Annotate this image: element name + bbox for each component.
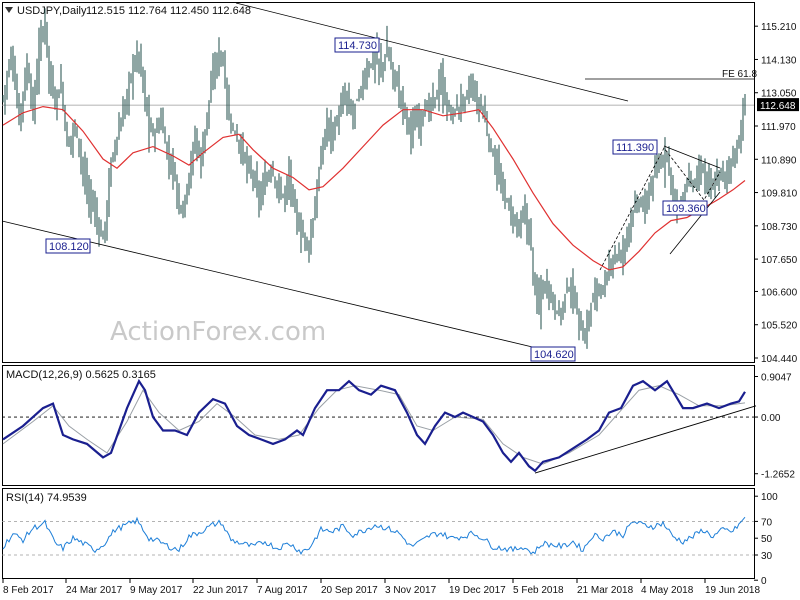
rsi-title: RSI(14) 74.9539: [6, 492, 87, 504]
price-tick-label: 106.600: [761, 287, 798, 298]
rsi-layer: [2, 516, 754, 556]
price-label-114-730-box: [334, 37, 380, 53]
price-label-104-620: 104.620: [534, 349, 574, 361]
macd-tick-label: -1.2652: [761, 470, 795, 481]
price-panel: [2, 2, 755, 363]
rsi-panel: [2, 488, 755, 579]
macd-title: MACD(12,26,9) 0.5625 0.3165: [6, 369, 156, 381]
price-tick-label: 109.810: [761, 189, 798, 200]
date-tick-label: 24 Mar 2017: [66, 585, 123, 596]
macd-tick-label: 0.00: [761, 413, 781, 424]
rsi-line: [2, 516, 746, 555]
date-tick-label: 8 Feb 2017: [3, 585, 54, 596]
triangle-upper-line: [663, 145, 721, 169]
rsi-tick-label: 0: [761, 576, 767, 587]
macd-line: [2, 378, 746, 473]
date-tick-label: 19 Dec 2017: [449, 585, 506, 596]
symbol-label: USDJPY,Daily: [17, 5, 87, 17]
price-tick-label: 114.130: [761, 55, 797, 66]
rsi-tick-label: 70: [761, 517, 773, 528]
macd-panel: [2, 365, 755, 486]
candles: [2, 8, 746, 349]
macd-layer: [2, 378, 757, 474]
fe-level-label: FE 61.8: [722, 69, 757, 80]
triangle-down-icon: [5, 7, 13, 13]
macd-axis: 0.9047 0.00 -1.2652: [754, 373, 795, 481]
date-tick-label: 19 Jun 2018: [705, 585, 760, 596]
ohlc-label: 112.515 112.764 112.450 112.648: [86, 5, 251, 17]
date-tick-label: 3 Nov 2017: [385, 585, 437, 596]
date-tick-label: 20 Sep 2017: [321, 585, 378, 596]
price-label-111-390-box: [612, 139, 658, 155]
wave-dashed-line: [599, 147, 721, 271]
price-tick-label: 104.440: [761, 354, 798, 365]
price-label-108-120-box: [45, 238, 91, 254]
price-tick-label: 111.970: [761, 122, 796, 133]
price-label-109-360-box: [662, 200, 708, 216]
channel-upper-line: [235, 2, 629, 102]
rsi-tick-label: 30: [761, 551, 773, 562]
date-tick-label: 21 Mar 2018: [577, 585, 634, 596]
price-tick-label: 105.520: [761, 321, 798, 332]
price-tick-label: 108.730: [761, 222, 798, 233]
triangle-lower-line: [669, 191, 721, 255]
rsi-tick-label: 100: [761, 492, 778, 503]
macd-trendline: [534, 405, 757, 474]
price-label-104-620-box: [530, 346, 576, 362]
date-tick-label: 22 Jun 2017: [193, 585, 248, 596]
last-price-label: 112.648: [760, 101, 796, 112]
last-price-box: [757, 98, 799, 112]
price-tick-label: 110.890: [761, 155, 797, 166]
price-axis: 115.210 114.130 113.050 111.970 110.890 109.8…: [754, 22, 799, 365]
watermark: ActionForex.com: [110, 317, 326, 347]
date-tick-label: 9 May 2017: [130, 585, 183, 596]
channel-lower-line: [1, 220, 567, 356]
rsi-tick-label: 50: [761, 534, 773, 545]
macd-tick-label: 0.9047: [761, 373, 792, 384]
price-tick-label: 113.050: [761, 89, 797, 100]
price-tick-label: 115.210: [761, 22, 797, 33]
date-axis: 8 Feb 2017 24 Mar 2017 9 May 2017 22 Jun 20…: [2, 578, 760, 596]
price-label-108-120: 108.120: [49, 241, 89, 253]
price-annotations: FE 61.8 114.730 108.120 104.620 111.390 109.3…: [1, 2, 757, 362]
date-tick-label: 4 May 2018: [641, 585, 694, 596]
price-label-114-730: 114.730: [338, 40, 377, 52]
price-label-111-390: 111.390: [616, 142, 654, 154]
price-label-109-360: 109.360: [666, 203, 706, 215]
moving-average-line: [2, 105, 746, 271]
date-tick-label: 7 Aug 2017: [257, 585, 308, 596]
price-tick-label: 107.650: [761, 255, 798, 266]
rsi-axis: 100 70 50 30 0: [754, 492, 778, 587]
date-tick-label: 5 Feb 2018: [513, 585, 564, 596]
